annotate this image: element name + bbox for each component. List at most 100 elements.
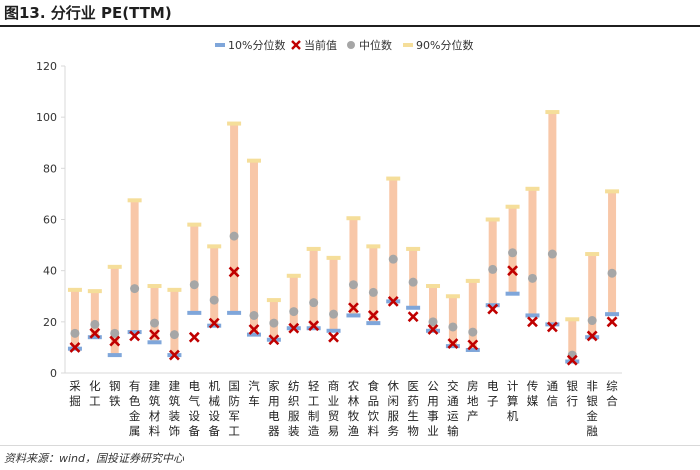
median-marker [150, 318, 160, 328]
range-bar [70, 289, 79, 349]
current-cross-stroke [109, 335, 121, 347]
range-bar [150, 286, 159, 343]
markers [67, 110, 620, 366]
source-rule [0, 445, 700, 446]
legend-label: 当前值 [304, 38, 337, 52]
current-cross-stroke [487, 303, 499, 315]
legend-current-swatch [291, 40, 301, 50]
p90-marker [67, 287, 82, 292]
p90-marker [366, 244, 381, 249]
median-marker [348, 280, 358, 290]
current-marker [129, 330, 141, 342]
current-cross-stroke [546, 321, 558, 333]
range-bar [329, 257, 338, 331]
median-marker [90, 319, 100, 329]
current-cross-stroke [407, 311, 419, 323]
median-marker [428, 317, 438, 327]
current-cross-stroke [208, 317, 220, 329]
p90-marker [525, 186, 540, 191]
range-bar [309, 248, 318, 329]
x-tick-label: 纺织服装 [288, 379, 300, 438]
current-cross-stroke [89, 327, 101, 339]
range-bar [349, 218, 358, 316]
range-bar [289, 275, 298, 329]
p10-marker [107, 353, 122, 358]
legend-label: 10%分位数 [228, 38, 285, 52]
range-bar [429, 286, 438, 331]
p90-marker [246, 158, 261, 163]
current-cross-stroke [447, 338, 459, 349]
median-marker [269, 318, 279, 328]
p10-marker [545, 322, 560, 327]
current-cross-stroke [308, 320, 320, 332]
median-marker [229, 231, 239, 241]
current-marker [387, 295, 399, 307]
x-tick-label: 传媒 [527, 379, 539, 408]
p10-marker [505, 291, 520, 296]
x-tick-label: 有色金属 [129, 379, 141, 438]
p90-marker [127, 198, 142, 203]
range-bar [468, 280, 477, 350]
x-tick-label: 交通运输 [447, 379, 459, 438]
current-marker [606, 316, 618, 328]
current-cross-stroke [367, 310, 379, 321]
median-marker [249, 310, 259, 320]
legend-p90-swatch [403, 43, 413, 47]
current-marker [308, 320, 320, 332]
current-marker [467, 339, 479, 351]
current-cross-stroke [288, 322, 300, 334]
p90-marker [167, 287, 182, 292]
current-cross-stroke [69, 341, 81, 353]
y-tick-label: 100 [36, 111, 57, 124]
p90-marker [107, 264, 122, 269]
legend-label: 中位数 [359, 38, 392, 52]
median-marker [309, 298, 319, 308]
current-marker [168, 349, 180, 361]
p90-marker [306, 246, 321, 251]
range-bar [230, 123, 239, 313]
current-cross-stroke [507, 265, 519, 277]
x-tick-label: 国防军工 [228, 379, 240, 438]
p10-marker [326, 328, 341, 333]
median-marker [607, 268, 617, 278]
x-tick-label: 家用电器 [268, 379, 280, 438]
median-marker [508, 248, 518, 258]
current-cross-stroke [586, 330, 598, 342]
y-tick-label: 20 [43, 316, 57, 329]
range-bar [110, 266, 119, 356]
current-marker [527, 316, 538, 328]
median-marker [488, 264, 498, 274]
range-bar [130, 200, 139, 333]
p10-marker [227, 310, 242, 315]
legend-p10-swatch [215, 43, 225, 47]
range-bar [170, 289, 179, 356]
x-tick-label: 钢铁 [109, 379, 121, 408]
x-tick-label: 建筑装饰 [169, 379, 181, 438]
x-tick-label: 汽车 [248, 379, 260, 408]
x-tick-label: 食品饮料 [368, 379, 380, 438]
median-marker [130, 284, 140, 294]
x-tick-label: 商业贸易 [328, 379, 340, 438]
range-bar [568, 319, 577, 362]
range-bar [210, 246, 219, 326]
p90-marker [445, 294, 460, 299]
p90-marker [505, 204, 520, 209]
source-note: 资料来源：wind，国投证券研究中心 [4, 452, 185, 465]
p90-marker [187, 222, 202, 227]
p10-marker [445, 344, 460, 349]
range-bar [588, 254, 597, 338]
x-tick-label: 综合 [606, 379, 618, 408]
range-bar [389, 178, 398, 302]
x-tick-label: 农林牧渔 [348, 379, 360, 438]
current-marker [228, 266, 240, 278]
p10-marker [306, 326, 321, 331]
current-cross-stroke [527, 316, 538, 328]
p90-marker [266, 298, 281, 303]
x-tick-label: 电气设备 [189, 379, 201, 438]
current-marker [89, 327, 101, 339]
current-marker [69, 341, 81, 353]
current-marker [407, 311, 419, 323]
median-marker [547, 249, 557, 259]
median-marker [189, 280, 199, 290]
p90-marker [386, 176, 401, 181]
